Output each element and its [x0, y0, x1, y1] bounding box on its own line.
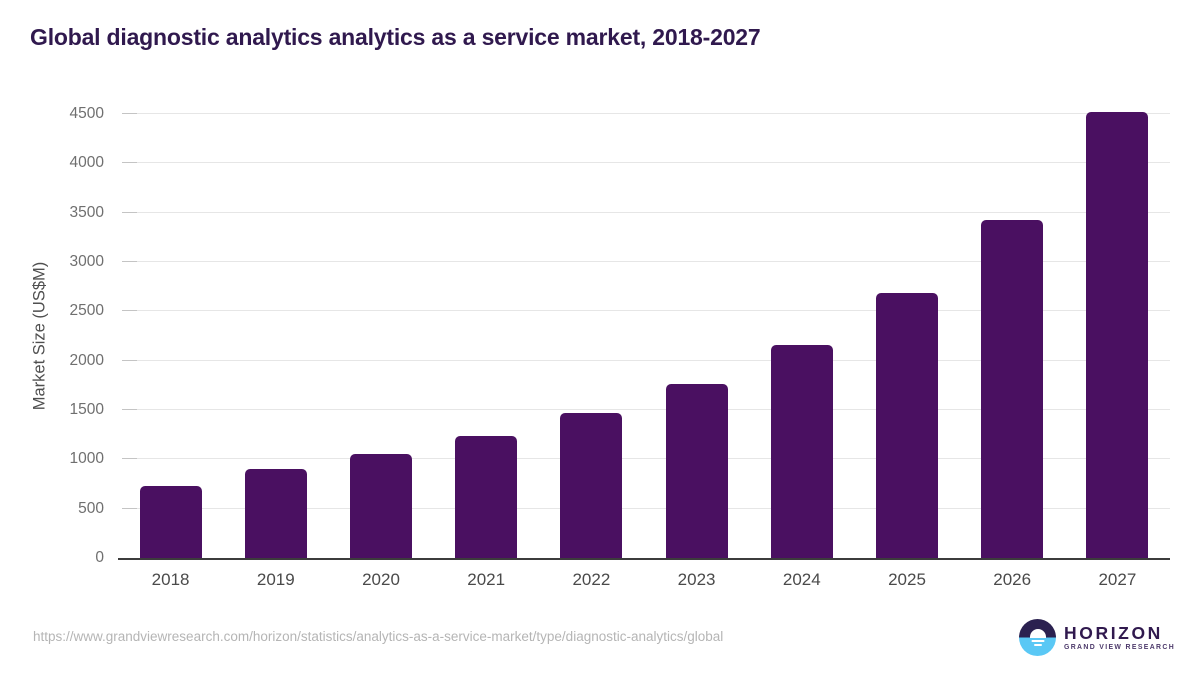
- logo-text-block: HORIZON GRAND VIEW RESEARCH: [1064, 624, 1175, 651]
- x-tick-label-2022: 2022: [572, 570, 611, 589]
- y-tick-label-3500: 3500: [69, 203, 104, 221]
- gridline-1500: [122, 409, 1170, 410]
- gridline-3000: [122, 261, 1170, 262]
- logo-brand-name: HORIZON: [1064, 623, 1163, 643]
- bar-2026: [981, 220, 1044, 558]
- gridline-3500: [122, 211, 1170, 213]
- logo-reflection-line: [1031, 639, 1044, 642]
- bar-2018: [139, 486, 202, 558]
- chart-title: Global diagnostic analytics analytics as…: [30, 24, 761, 50]
- horizon-logo: HORIZON GRAND VIEW RESEARCH: [1019, 619, 1175, 656]
- x-tick-label-2024: 2024: [782, 570, 821, 589]
- y-tick-mark: [122, 409, 137, 410]
- y-tick-label-1500: 1500: [69, 401, 104, 418]
- x-tick-label-2021: 2021: [467, 570, 506, 589]
- bar-2024: [770, 345, 833, 558]
- y-tick-label-2500: 2500: [69, 302, 104, 320]
- y-tick-mark: [122, 113, 137, 114]
- y-tick-mark: [122, 458, 137, 460]
- bar-2027: [1086, 112, 1149, 558]
- gridline-500: [122, 507, 1170, 509]
- gridline-2500: [122, 310, 1170, 312]
- bar-2020: [350, 454, 412, 558]
- bar-2019: [244, 469, 307, 558]
- y-axis-title: Market Size (US$M): [30, 261, 49, 411]
- y-tick-mark: [122, 359, 137, 361]
- x-tick-label-2027: 2027: [1098, 570, 1137, 589]
- y-tick-mark: [122, 310, 137, 312]
- logo-tagline: GRAND VIEW RESEARCH: [1064, 644, 1176, 651]
- gridline-1000: [122, 458, 1170, 460]
- y-tick-label-500: 500: [78, 499, 104, 517]
- source-url: https://www.grandviewresearch.com/horizo…: [33, 629, 724, 644]
- x-tick-label-2026: 2026: [993, 570, 1032, 589]
- x-tick-label-2023: 2023: [677, 570, 716, 589]
- bar-2021: [455, 436, 518, 558]
- gridline-2000: [122, 359, 1170, 361]
- y-tick-mark: [122, 162, 137, 164]
- x-tick-label-2025: 2025: [888, 570, 926, 589]
- bar-2023: [665, 384, 728, 558]
- plot-area: 0 500 1000 1500 2000 2500 3000 3500 4000 4500 2018…: [70, 105, 1170, 589]
- y-tick-label-3000: 3000: [69, 253, 104, 270]
- logo-reflection-line: [1033, 643, 1042, 646]
- gridline-4000: [122, 162, 1170, 164]
- y-tick-label-1000: 1000: [69, 450, 104, 468]
- y-tick-label-4500: 4500: [69, 105, 104, 122]
- x-tick-label-2018: 2018: [151, 570, 190, 589]
- bar-2025: [876, 293, 938, 558]
- y-tick-mark: [122, 507, 137, 509]
- horizon-sun-circle-icon: [1019, 619, 1056, 656]
- x-tick-label-2020: 2020: [362, 570, 400, 589]
- y-tick-mark: [122, 261, 137, 262]
- x-tick-label-2019: 2019: [256, 570, 295, 589]
- y-tick-label-0: 0: [95, 549, 104, 566]
- gridline-4500: [122, 113, 1170, 114]
- y-tick-label-4000: 4000: [69, 154, 104, 172]
- logo-sun-shape: [1029, 629, 1046, 638]
- y-tick-label-2000: 2000: [69, 351, 104, 369]
- bar-2022: [560, 413, 623, 558]
- y-tick-mark: [122, 211, 137, 213]
